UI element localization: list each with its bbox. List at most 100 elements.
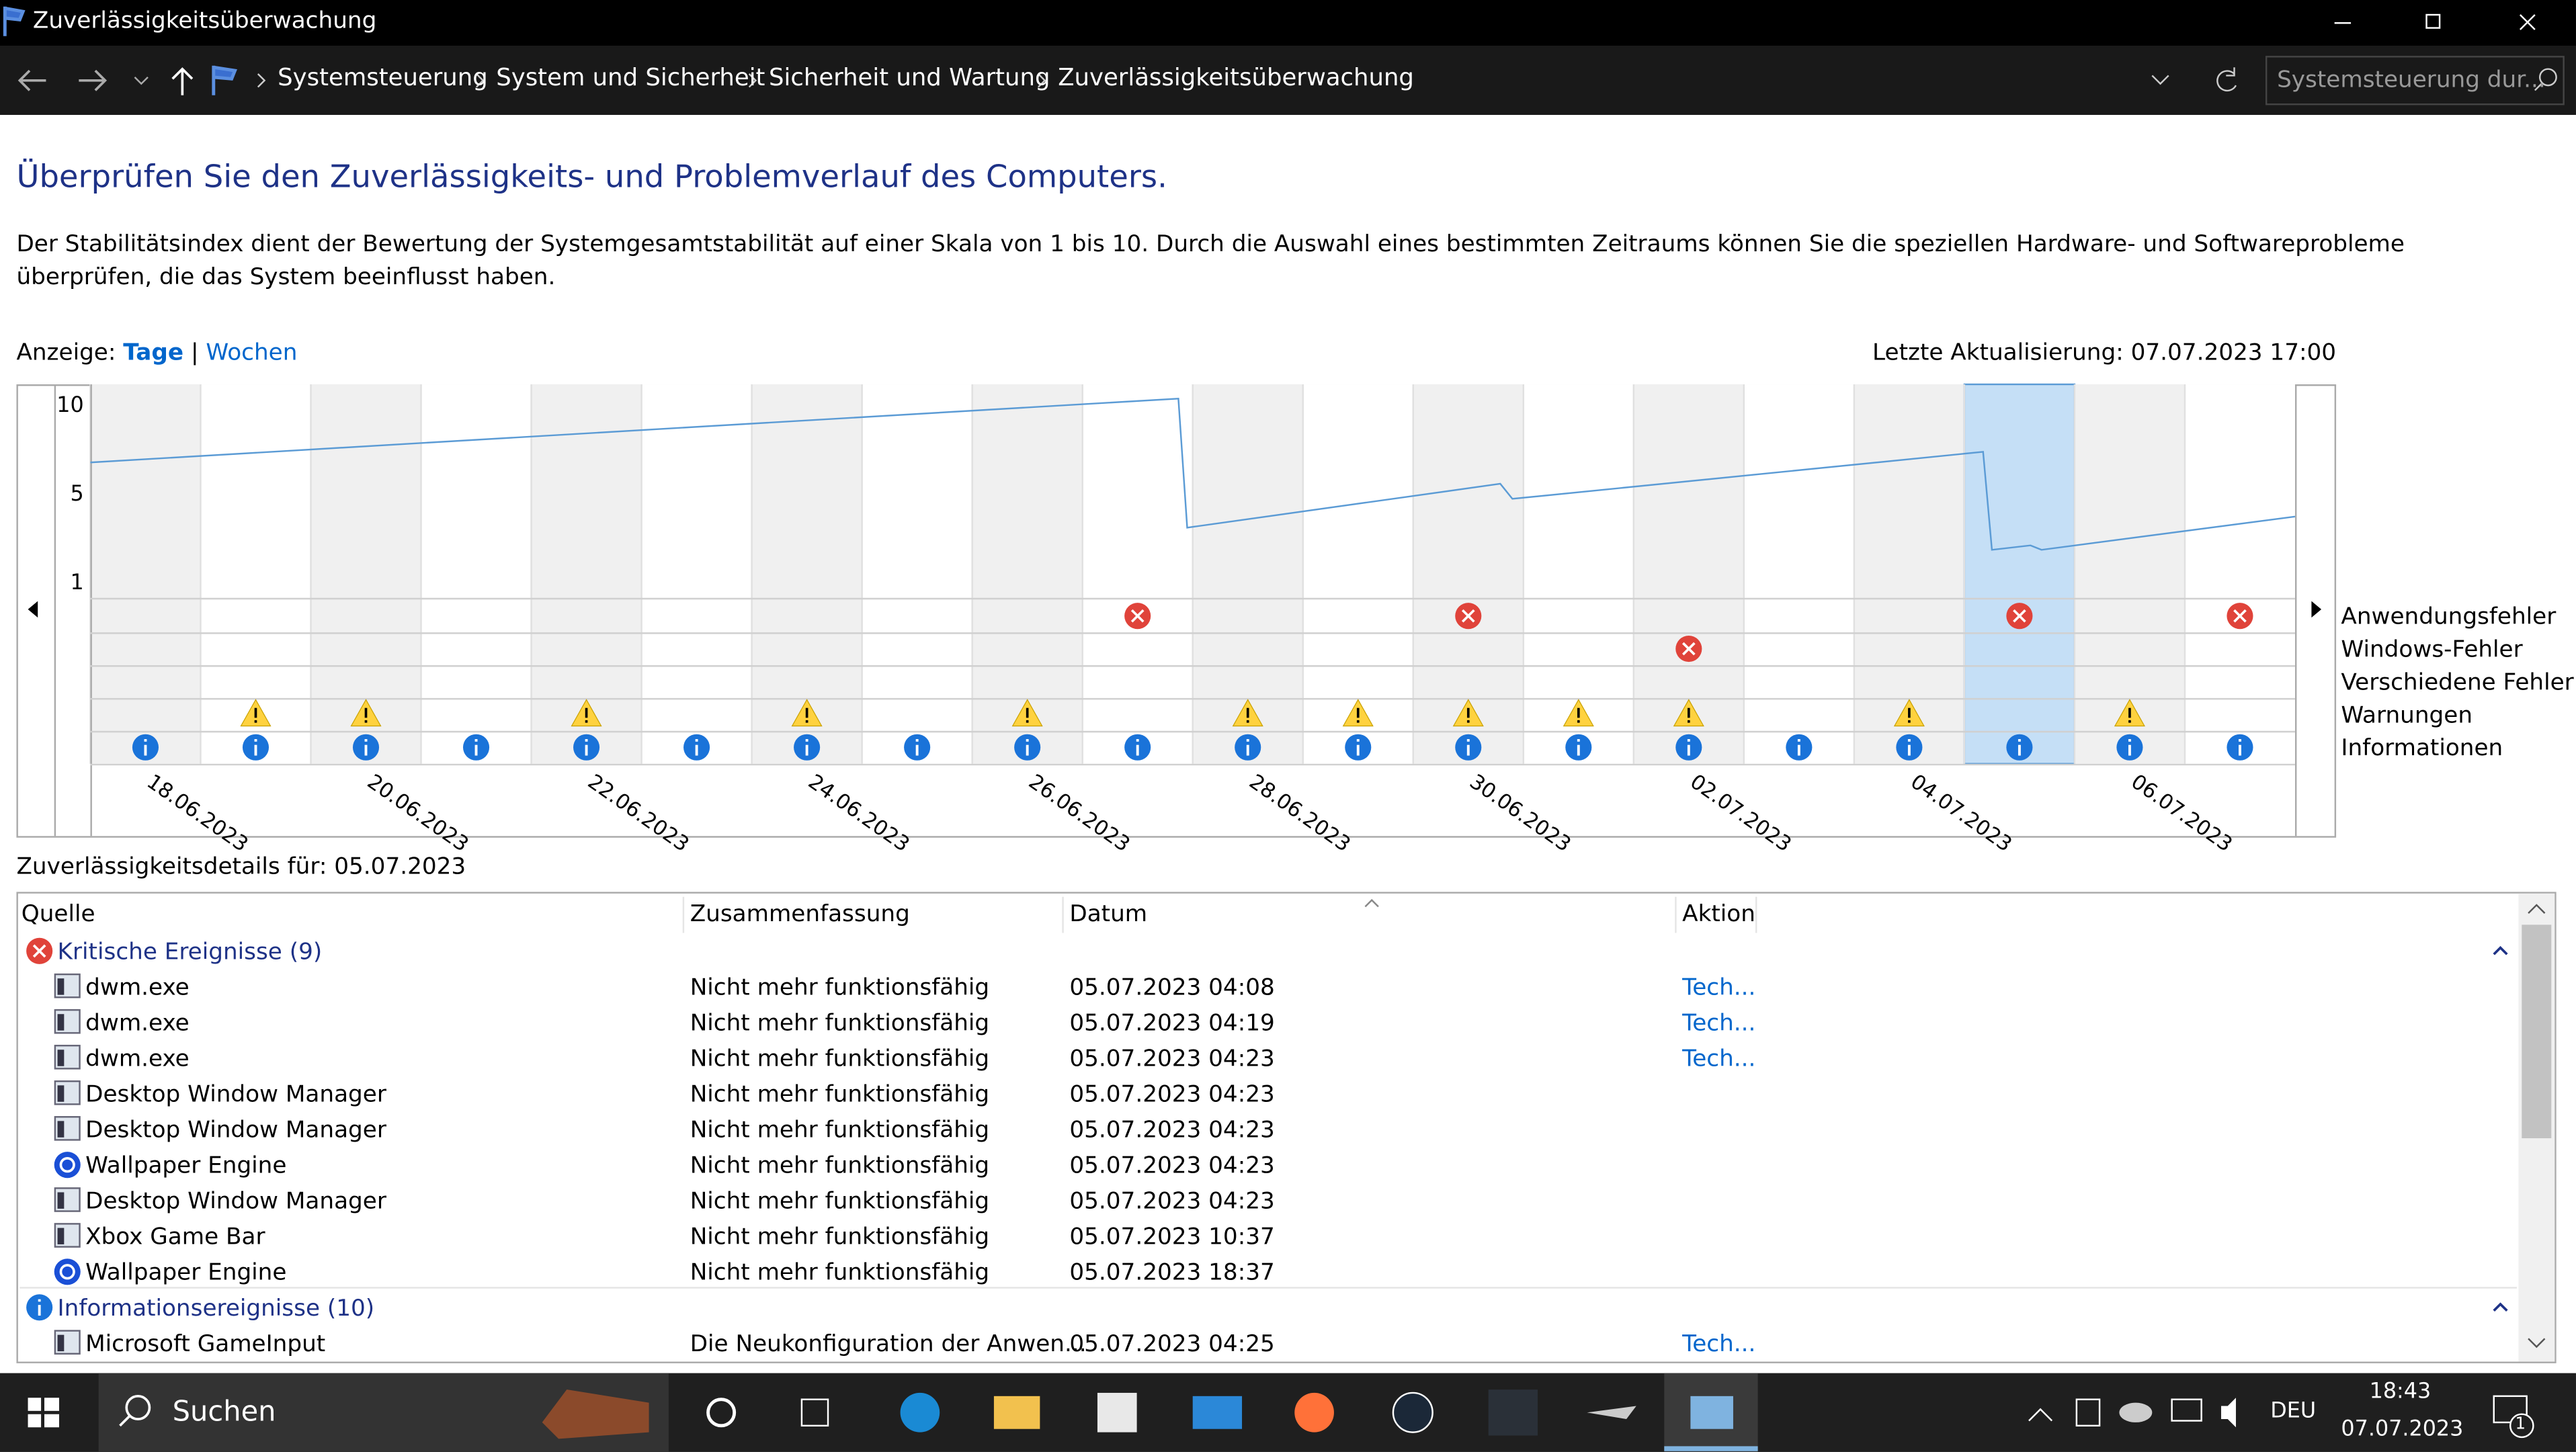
forward[interactable] bbox=[79, 69, 108, 91]
info-icon[interactable] bbox=[1565, 734, 1592, 761]
info-icon[interactable] bbox=[683, 734, 710, 761]
tray-icon[interactable] bbox=[2075, 1398, 2101, 1427]
error-icon[interactable] bbox=[1455, 603, 1482, 630]
column-header[interactable]: Quelle bbox=[22, 900, 95, 927]
error-icon[interactable] bbox=[1675, 636, 1702, 663]
action-link[interactable]: Tech... bbox=[1681, 1045, 1755, 1072]
info-icon[interactable] bbox=[573, 734, 600, 761]
breadcrumb-item[interactable]: Zuverlässigkeitsüberwachung bbox=[1058, 65, 1414, 92]
info-icon[interactable] bbox=[1124, 734, 1151, 761]
search-box[interactable] bbox=[2265, 56, 2565, 105]
error-icon[interactable] bbox=[2227, 603, 2253, 630]
warning-icon[interactable] bbox=[1452, 699, 1484, 727]
error-icon[interactable] bbox=[1124, 603, 1151, 630]
warning-icon[interactable] bbox=[791, 699, 823, 727]
sort-indicator bbox=[1364, 898, 1379, 908]
warning-icon[interactable] bbox=[2114, 699, 2145, 727]
mail[interactable] bbox=[1192, 1396, 1243, 1429]
day-column bbox=[2184, 384, 2295, 764]
warning-icon[interactable] bbox=[1342, 699, 1374, 727]
warning-icon[interactable] bbox=[1563, 699, 1594, 727]
info-icon[interactable] bbox=[132, 734, 159, 761]
collapse[interactable] bbox=[2493, 1302, 2508, 1312]
group-title[interactable]: Informationsereignisse (10) bbox=[58, 1295, 375, 1322]
app[interactable] bbox=[1488, 1390, 1538, 1436]
reliability-app[interactable] bbox=[1690, 1396, 1733, 1429]
scroll-up[interactable] bbox=[2528, 904, 2546, 914]
info-icon[interactable] bbox=[2116, 734, 2143, 761]
info-icon[interactable] bbox=[462, 734, 490, 761]
column-header[interactable]: Aktion bbox=[1682, 900, 1755, 927]
action-link[interactable]: Tech... bbox=[1681, 1330, 1755, 1357]
info-icon[interactable] bbox=[2006, 734, 2033, 761]
info-icon[interactable] bbox=[242, 734, 269, 761]
info-icon[interactable] bbox=[794, 734, 821, 761]
info-icon[interactable] bbox=[1675, 734, 1702, 761]
warning-icon[interactable] bbox=[1232, 699, 1263, 727]
clock-time[interactable]: 18:43 bbox=[2369, 1379, 2432, 1405]
event-row-label: Verschiedene Fehler bbox=[2341, 669, 2574, 695]
warning-icon[interactable] bbox=[350, 699, 382, 727]
info-icon[interactable] bbox=[1896, 734, 1923, 761]
store[interactable] bbox=[1097, 1392, 1137, 1433]
info-icon[interactable] bbox=[1345, 734, 1372, 761]
back[interactable] bbox=[17, 69, 46, 91]
language[interactable]: DEU bbox=[2270, 1399, 2317, 1424]
onedrive[interactable] bbox=[2119, 1402, 2153, 1422]
app[interactable] bbox=[1587, 1406, 1636, 1420]
scroll-right[interactable] bbox=[2311, 601, 2322, 618]
cell: 05.07.2023 04:23 bbox=[1069, 1045, 1274, 1072]
volume[interactable] bbox=[2220, 1398, 2236, 1428]
scroll-thumb[interactable] bbox=[2522, 925, 2552, 1139]
warning-icon[interactable] bbox=[1011, 699, 1043, 727]
clock-date[interactable]: 07.07.2023 bbox=[2341, 1417, 2464, 1443]
info-icon[interactable] bbox=[352, 734, 380, 761]
warning-icon[interactable] bbox=[571, 699, 602, 727]
info-icon[interactable] bbox=[1014, 734, 1041, 761]
tray-expand[interactable] bbox=[2028, 1408, 2053, 1422]
info-icon[interactable] bbox=[904, 734, 931, 761]
recent[interactable] bbox=[134, 77, 149, 85]
breadcrumb-item[interactable]: Systemsteuerung bbox=[278, 65, 488, 92]
task-view[interactable] bbox=[800, 1398, 829, 1427]
collapse[interactable] bbox=[2493, 945, 2508, 955]
dropdown[interactable] bbox=[2151, 75, 2169, 85]
explorer[interactable] bbox=[993, 1396, 1040, 1429]
firefox[interactable] bbox=[1294, 1392, 1334, 1433]
cortana[interactable] bbox=[706, 1398, 737, 1428]
scroll-left[interactable] bbox=[28, 601, 38, 618]
refresh[interactable] bbox=[2216, 67, 2237, 92]
network[interactable] bbox=[2171, 1398, 2202, 1422]
action-link[interactable]: Tech... bbox=[1681, 974, 1755, 1000]
breadcrumb-item[interactable]: System und Sicherheit bbox=[496, 65, 765, 92]
scroll-down[interactable] bbox=[2528, 1338, 2546, 1349]
stability-line bbox=[90, 397, 2296, 551]
row-icon bbox=[54, 1152, 81, 1179]
view-option[interactable]: Tage bbox=[123, 340, 184, 367]
info-icon[interactable] bbox=[1455, 734, 1482, 761]
close[interactable] bbox=[2519, 14, 2536, 30]
warning-icon[interactable] bbox=[1893, 699, 1925, 727]
view-option[interactable]: Wochen bbox=[206, 340, 298, 367]
group-title[interactable]: Kritische Ereignisse (9) bbox=[58, 938, 323, 965]
breadcrumb-item[interactable]: Sicherheit und Wartung bbox=[769, 65, 1050, 92]
error-icon[interactable] bbox=[2006, 603, 2033, 630]
restore[interactable] bbox=[2425, 13, 2441, 29]
column-header[interactable]: Datum bbox=[1069, 900, 1147, 927]
day-column bbox=[1082, 384, 1193, 764]
info-icon[interactable] bbox=[1786, 734, 1813, 761]
up[interactable] bbox=[171, 67, 194, 95]
steam[interactable] bbox=[1392, 1392, 1434, 1433]
column-header[interactable]: Zusammenfassung bbox=[690, 900, 910, 927]
warning-icon[interactable] bbox=[1673, 699, 1704, 727]
cell: 05.07.2023 04:23 bbox=[1069, 1117, 1274, 1144]
edge[interactable] bbox=[900, 1392, 940, 1433]
info-icon[interactable] bbox=[1235, 734, 1261, 761]
action-link[interactable]: Tech... bbox=[1681, 1009, 1755, 1036]
warning-icon[interactable] bbox=[240, 699, 272, 727]
cell: Xbox Game Bar bbox=[85, 1224, 265, 1250]
y-tick-label: 10 bbox=[56, 393, 83, 417]
start-button[interactable] bbox=[28, 1398, 60, 1428]
info-icon[interactable] bbox=[2227, 734, 2253, 761]
app-icon bbox=[3, 6, 26, 36]
